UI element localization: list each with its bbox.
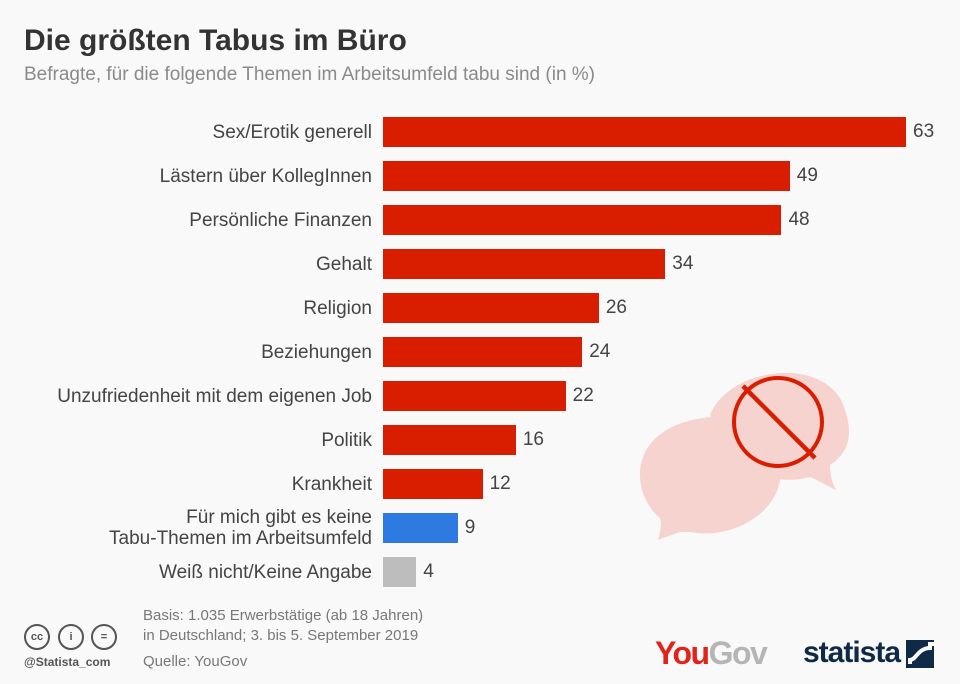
category-label: Persönliche Finanzen [189, 210, 372, 231]
value-label: 63 [913, 121, 935, 142]
bar [383, 205, 782, 235]
category-label: Für mich gibt es keine Tabu-Themen im Arb… [109, 507, 372, 549]
category-label: Sex/Erotik generell [213, 122, 372, 143]
bar [383, 337, 583, 367]
chart-title: Die größten Tabus im Büro [24, 24, 407, 57]
category-label-line: Lästern über KollegInnen [159, 165, 372, 187]
value-label: 34 [672, 253, 694, 274]
category-label-line: Politik [321, 429, 372, 451]
bar [383, 293, 599, 323]
statista-wordmark: statista [803, 636, 901, 669]
bar [383, 469, 483, 499]
basis-line-2: in Deutschland; 3. bis 5. September 2019 [143, 627, 419, 644]
speech-bubbles-no-icon [640, 372, 850, 540]
category-label-line: Für mich gibt es keine [186, 507, 372, 528]
statista-logo-mark [906, 640, 934, 668]
category-label: Weiß nicht/Keine Angabe [159, 562, 372, 583]
basis-line-1: Basis: 1.035 Erwerbstätige (ab 18 Jahren… [143, 607, 424, 624]
bar [383, 381, 566, 411]
category-label-line: Persönliche Finanzen [189, 209, 372, 231]
yougov-logo: YouGov [655, 635, 768, 672]
value-label: 49 [796, 165, 818, 186]
category-label: Gehalt [316, 254, 372, 275]
category-label: Lästern über KollegInnen [160, 166, 372, 187]
cc-license-icon: cc [24, 624, 50, 650]
statista-logo: statista [803, 636, 901, 670]
value-label: 16 [522, 429, 544, 450]
value-label: 24 [589, 341, 611, 362]
bar [383, 425, 516, 455]
category-label: Krankheit [292, 474, 372, 495]
category-label-line: Tabu-Themen im Arbeitsumfeld [109, 528, 372, 549]
category-label: Politik [321, 430, 372, 451]
yougov-gov: Gov [708, 635, 768, 671]
bar [383, 249, 666, 279]
attribution-icon: i [58, 624, 84, 650]
category-label-line: Unzufriedenheit mit dem eigenen Job [57, 385, 372, 407]
bar [383, 557, 417, 587]
category-label-line: Religion [303, 297, 372, 319]
bar [383, 513, 458, 543]
bar [383, 117, 906, 147]
category-label: Unzufriedenheit mit dem eigenen Job [57, 386, 372, 407]
category-label-line: Gehalt [316, 253, 372, 275]
category-label-line: Krankheit [291, 473, 372, 495]
value-label: 22 [572, 385, 594, 406]
value-label: 26 [605, 297, 627, 318]
source-text: Quelle: YouGov [143, 653, 248, 670]
statista-handle[interactable]: @Statista_com [24, 655, 111, 669]
category-label-line: Weiß nicht/Keine Angabe [158, 561, 372, 583]
value-label: 9 [464, 517, 476, 538]
category-label: Beziehungen [261, 342, 372, 363]
value-label: 12 [489, 473, 511, 494]
category-label: Religion [303, 298, 372, 319]
value-label: 4 [423, 561, 434, 582]
no-derivatives-icon: = [91, 624, 117, 650]
bar [383, 161, 790, 191]
category-label-line: Beziehungen [261, 341, 372, 363]
yougov-you: You [655, 635, 710, 671]
value-label: 48 [788, 209, 810, 230]
category-label-line: Sex/Erotik generell [212, 121, 372, 143]
chart-subtitle: Befragte, für die folgende Themen im Arb… [24, 64, 596, 85]
